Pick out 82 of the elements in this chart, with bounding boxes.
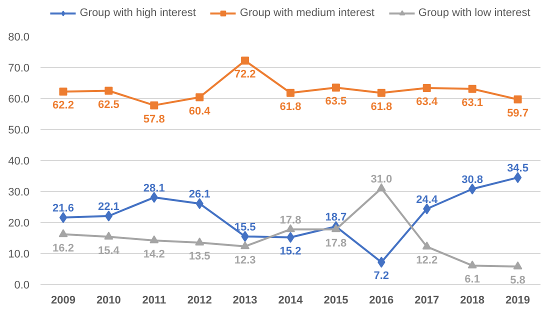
- y-tick-label: 60.0: [8, 94, 30, 106]
- point: [195, 238, 204, 246]
- data-label: 22.1: [98, 200, 120, 213]
- x-tick-label: 2016: [369, 294, 394, 306]
- data-label: 14.2: [143, 248, 165, 260]
- point: [59, 212, 68, 224]
- point: [104, 210, 113, 222]
- point: [240, 241, 250, 250]
- y-tick-label: 70.0: [8, 62, 30, 74]
- data-label: 21.6: [52, 202, 74, 215]
- data-label: 72.2: [234, 68, 256, 81]
- point: [286, 224, 295, 232]
- data-label: 63.1: [462, 96, 484, 109]
- data-label: 57.8: [143, 113, 165, 126]
- point: [377, 88, 386, 97]
- data-label: 5.8: [510, 274, 526, 287]
- point: [468, 260, 477, 268]
- data-label: 6.1: [464, 274, 480, 286]
- point: [59, 88, 68, 96]
- legend-label: Group with high interest: [80, 7, 196, 19]
- point: [104, 86, 113, 95]
- data-label: 15.2: [280, 245, 302, 258]
- data-label: 30.8: [462, 174, 484, 186]
- x-tick-label: 2010: [96, 294, 121, 306]
- data-label: 60.4: [188, 105, 212, 118]
- x-tick-label: 2019: [506, 294, 530, 306]
- data-label: 12.3: [234, 254, 256, 266]
- x-tick-label: 2011: [142, 294, 166, 306]
- data-label: 31.0: [370, 173, 392, 186]
- point: [422, 84, 431, 92]
- x-tick-label: 2018: [460, 294, 485, 306]
- data-label: 18.7: [325, 212, 347, 224]
- point: [150, 101, 158, 110]
- y-tick-label: 50.0: [8, 124, 30, 136]
- point: [514, 172, 522, 184]
- data-label: 62.5: [98, 98, 120, 111]
- data-label: 28.1: [143, 182, 165, 194]
- data-label: 15.5: [234, 221, 256, 234]
- y-tick-label: 0.0: [14, 280, 30, 292]
- x-tick-label: 2013: [232, 294, 258, 306]
- y-tick-label: 10.0: [8, 248, 30, 260]
- x-tick-label: 2015: [324, 294, 348, 306]
- legend-label: Group with low interest: [418, 7, 530, 19]
- data-label: 15.4: [98, 244, 120, 257]
- y-tick-label: 40.0: [8, 156, 30, 168]
- x-tick-label: 2012: [187, 294, 212, 306]
- legend-label: Group with medium interest: [240, 7, 374, 19]
- x-tick-label: 2017: [414, 294, 440, 306]
- y-tick-label: 20.0: [8, 218, 30, 230]
- data-label: 63.4: [416, 96, 438, 108]
- data-label: 62.2: [52, 100, 74, 112]
- point: [468, 84, 476, 93]
- data-label: 17.8: [280, 214, 302, 226]
- data-label: 61.8: [370, 100, 392, 113]
- data-label: 63.5: [325, 96, 347, 108]
- data-label: 61.8: [280, 100, 302, 113]
- data-label: 34.5: [507, 162, 528, 175]
- point: [468, 184, 476, 195]
- data-label: 26.1: [188, 188, 210, 201]
- point: [150, 235, 159, 244]
- x-tick-label: 2014: [278, 294, 304, 306]
- data-label: 17.8: [325, 237, 347, 250]
- y-tick-label: 80.0: [8, 32, 30, 44]
- point: [376, 183, 386, 192]
- data-label: 7.2: [374, 270, 390, 282]
- point: [58, 229, 68, 238]
- point: [514, 95, 522, 104]
- point: [104, 232, 114, 240]
- x-tick-label: 2009: [50, 294, 76, 306]
- point: [332, 84, 340, 92]
- point: [286, 88, 294, 97]
- point: [196, 93, 204, 102]
- data-label: 24.4: [416, 194, 438, 206]
- data-label: 59.7: [507, 107, 528, 120]
- point: [241, 56, 250, 65]
- data-label: 16.2: [52, 242, 74, 254]
- y-tick-label: 30.0: [8, 186, 30, 198]
- data-label: 13.5: [188, 250, 210, 263]
- point: [422, 242, 432, 250]
- point: [513, 261, 522, 270]
- data-label: 12.2: [416, 254, 438, 267]
- point: [331, 224, 340, 232]
